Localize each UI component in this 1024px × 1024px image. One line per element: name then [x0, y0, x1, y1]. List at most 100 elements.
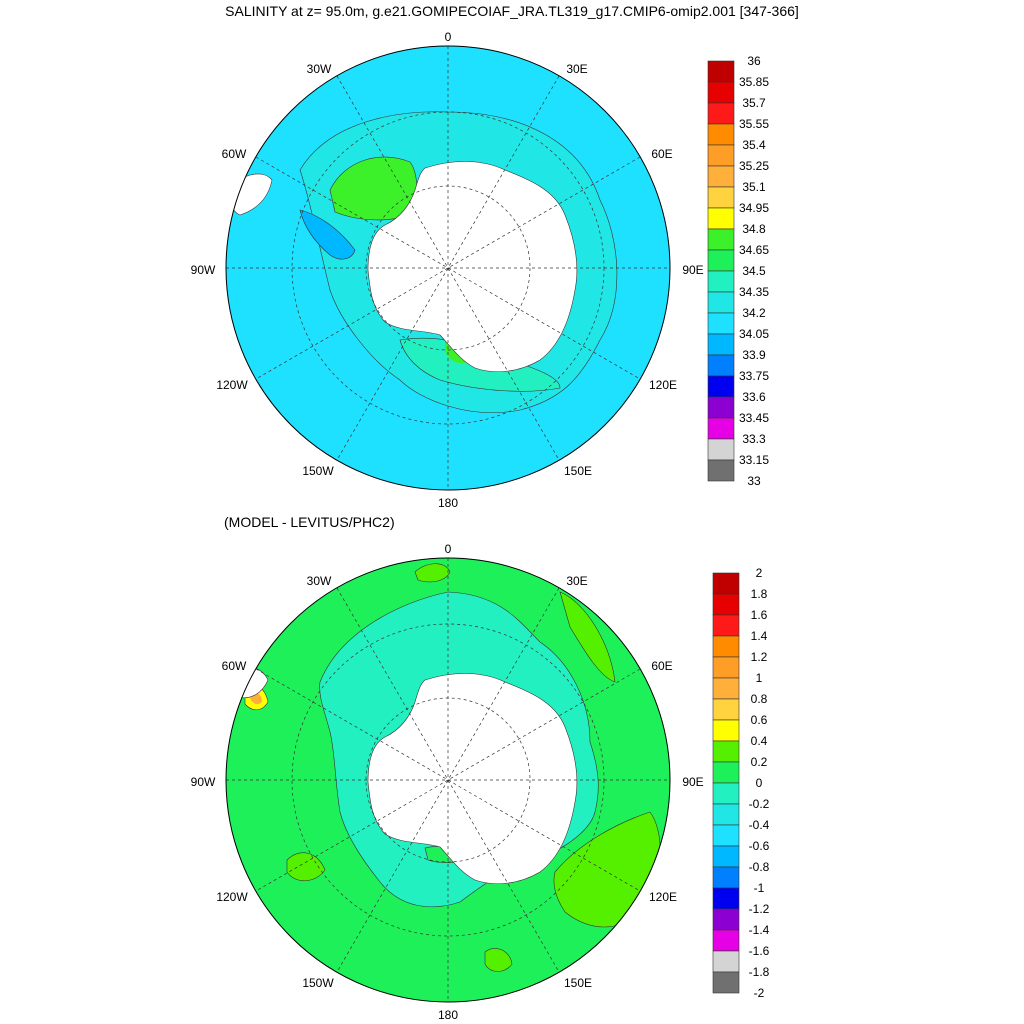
colorbar-label: 34.05 — [739, 327, 769, 341]
colorbar-label: 1.4 — [751, 629, 768, 643]
colorbar-swatch — [707, 333, 735, 356]
lon-label-30e: 30E — [566, 62, 587, 76]
colorbar-swatch — [712, 635, 740, 658]
lon-label-60e: 60E — [651, 147, 672, 161]
colorbar-label: -1.8 — [749, 965, 770, 979]
lon-label-90w: 90W — [191, 263, 216, 277]
colorbar-swatch — [712, 887, 740, 910]
lon-label-150w: 150W — [302, 976, 334, 990]
colorbar-swatch — [712, 677, 740, 700]
colorbar-swatch — [707, 123, 735, 146]
colorbar-swatch — [712, 614, 740, 637]
colorbar-swatch — [712, 719, 740, 742]
lon-label-150e: 150E — [564, 976, 592, 990]
colorbar-swatch — [707, 102, 735, 125]
colorbar-label: -1.4 — [749, 923, 770, 937]
colorbar-swatch — [712, 761, 740, 784]
colorbar-swatch — [712, 845, 740, 868]
longitude-labels: 0 30E 60E 90E 120E 150E 180 150W 120W 90… — [191, 30, 704, 510]
colorbar-swatch — [707, 270, 735, 293]
map-frame — [225, 557, 671, 1003]
colorbar-swatch — [707, 354, 735, 377]
colorbar-label: 33.45 — [739, 411, 769, 425]
colorbar-swatch — [707, 312, 735, 335]
colorbar-label: 1.6 — [751, 608, 768, 622]
salinity-colorbar: 36 35.85 35.7 35.55 35.4 35.25 35.1 34.95 34.8 34… — [707, 54, 769, 488]
lon-label-120w: 120W — [216, 890, 248, 904]
colorbar-label: 35.55 — [739, 117, 769, 131]
lon-label-60w: 60W — [222, 147, 247, 161]
difference-colorbar: 2 1.8 1.6 1.4 1.2 1 0.8 0.6 0.4 0.2 0 -0.2 -0.4 -0.6 -… — [712, 566, 770, 1000]
colorbar-label: 34.95 — [739, 201, 769, 215]
colorbar-label: -2 — [754, 986, 765, 1000]
colorbar-swatch — [712, 698, 740, 721]
lon-label-0: 0 — [445, 542, 452, 556]
figure-title: SALINITY at z= 95.0m, g.e21.GOMIPECOIAF_… — [225, 3, 799, 19]
colorbar-swatch — [712, 803, 740, 826]
colorbar-label: 2 — [756, 566, 763, 580]
colorbar-label: 0.8 — [751, 692, 768, 706]
colorbar-swatch — [707, 417, 735, 440]
colorbar-label: 0.4 — [751, 734, 768, 748]
lon-label-90e: 90E — [682, 775, 703, 789]
lon-label-120e: 120E — [649, 890, 677, 904]
colorbar-label: 0.2 — [751, 755, 768, 769]
lon-label-150e: 150E — [564, 464, 592, 478]
colorbar-label: -1.6 — [749, 944, 770, 958]
colorbar-label: 33 — [747, 474, 761, 488]
colorbar-label: 33.75 — [739, 369, 769, 383]
longitude-labels: 0 30E 60E 90E 120E 150E 180 150W 120W 90… — [191, 542, 704, 1022]
colorbar-label: -0.2 — [749, 797, 770, 811]
difference-subtitle: (MODEL - LEVITUS/PHC2) — [224, 514, 395, 530]
lon-label-120w: 120W — [216, 378, 248, 392]
colorbar-swatch — [712, 950, 740, 973]
lon-label-60e: 60E — [651, 659, 672, 673]
difference-map: 0 30E 60E 90E 120E 150E 180 150W 120W 90… — [191, 542, 770, 1022]
graticule — [226, 46, 670, 490]
colorbar-swatch — [707, 165, 735, 188]
colorbar-label: 34.35 — [739, 285, 769, 299]
colorbar-swatch — [707, 459, 735, 482]
colorbar-swatch — [707, 144, 735, 167]
colorbar-swatch — [707, 81, 735, 104]
colorbar-label: 34.5 — [742, 264, 766, 278]
colorbar-label: 34.2 — [742, 306, 766, 320]
lon-label-90w: 90W — [191, 775, 216, 789]
colorbar-label: 33.15 — [739, 453, 769, 467]
colorbar-label: 1 — [756, 671, 763, 685]
colorbar-label: 0 — [756, 776, 763, 790]
colorbar-label: 35.25 — [739, 159, 769, 173]
colorbar-swatch — [707, 228, 735, 251]
lon-label-30w: 30W — [307, 62, 332, 76]
colorbar-label: -0.8 — [749, 860, 770, 874]
lon-label-30w: 30W — [307, 574, 332, 588]
colorbar-label: -0.4 — [749, 818, 770, 832]
colorbar-label: 35.1 — [742, 180, 766, 194]
colorbar-label: 34.65 — [739, 243, 769, 257]
colorbar-label: 1.8 — [751, 587, 768, 601]
lon-label-180: 180 — [438, 496, 458, 510]
graticule — [226, 558, 670, 1002]
colorbar-swatch — [707, 396, 735, 419]
colorbar-swatch — [712, 656, 740, 679]
lon-label-30e: 30E — [566, 574, 587, 588]
colorbar-swatch — [712, 971, 740, 994]
colorbar-swatch — [712, 908, 740, 931]
colorbar-swatch — [707, 438, 735, 461]
antarctica-land — [367, 161, 578, 373]
colorbar-swatch — [712, 824, 740, 847]
colorbar-swatch — [712, 866, 740, 889]
colorbar-swatch — [712, 929, 740, 952]
salinity-map: 0 30E 60E 90E 120E 150E 180 150W 120W 90… — [191, 30, 770, 510]
colorbar-swatch — [712, 572, 740, 595]
colorbar-swatch — [712, 740, 740, 763]
colorbar-swatch — [712, 593, 740, 616]
colorbar-swatch — [707, 375, 735, 398]
lon-label-180: 180 — [438, 1008, 458, 1022]
colorbar-label: 0.6 — [751, 713, 768, 727]
peninsula-fresh — [299, 209, 356, 260]
colorbar-swatch — [707, 207, 735, 230]
colorbar-swatch — [712, 782, 740, 805]
colorbar-label: 33.6 — [742, 390, 766, 404]
colorbar-label: 36 — [747, 54, 761, 68]
